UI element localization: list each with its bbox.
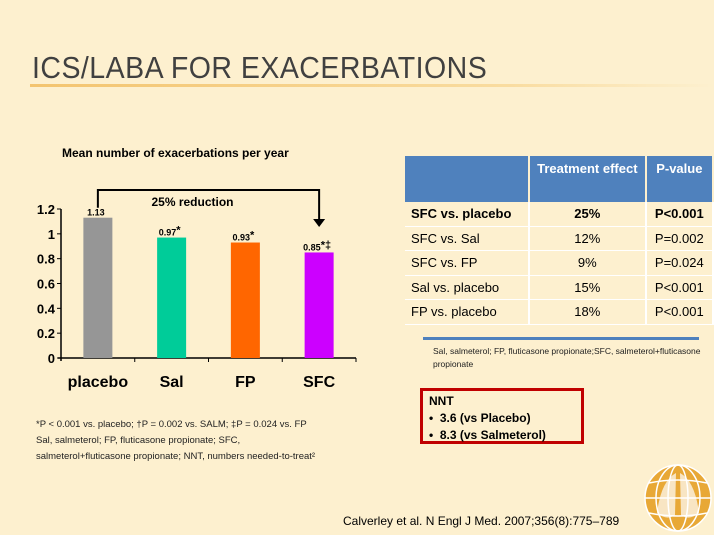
header-blank (405, 156, 530, 202)
row-label: SFC vs. Sal (405, 226, 530, 251)
nnt-item: • 8.3 (vs Salmeterol) (429, 428, 546, 442)
chart-title: Mean number of exacerbations per year (62, 146, 289, 160)
p-value-cell: P=0.024 (645, 250, 714, 276)
table-row: SFC vs. Sal 12% P=0.002 (405, 226, 714, 251)
y-tick-label: 1 (48, 227, 55, 242)
gold-logo-icon (644, 464, 712, 532)
row-label: FP vs. placebo (405, 299, 530, 325)
x-tick-label: Sal (160, 374, 184, 391)
row-label: SFC vs. FP (405, 250, 530, 276)
y-tick-label: 0.2 (37, 326, 55, 341)
treatment-effect-cell: 25% (529, 202, 647, 227)
x-tick-label: FP (235, 374, 256, 391)
data-label-value: 0.85 (303, 242, 321, 252)
p-value-cell: P<0.001 (645, 202, 714, 227)
nnt-item-text: 3.6 (vs Placebo) (439, 411, 531, 425)
nnt-item-text: 8.3 (vs Salmeterol) (439, 428, 546, 442)
reduction-bracket (96, 189, 321, 221)
header-p-value: P-value (645, 156, 714, 202)
table-note: Sal, salmeterol; FP, fluticasone propion… (433, 346, 701, 369)
citation: Calverley et al. N Engl J Med. 2007;356(… (343, 514, 620, 528)
p-value-cell: P=0.002 (645, 226, 714, 251)
y-tick-label: 0 (48, 351, 55, 366)
footnote-line: Sal, salmeterol; FP, fluticasone propion… (36, 435, 241, 446)
x-tick-label: SFC (303, 374, 335, 391)
y-tick-label: 0.6 (37, 277, 55, 292)
p-value-cell: P<0.001 (645, 275, 714, 300)
header-treatment-effect: Treatment effect (529, 156, 647, 202)
row-label: Sal vs. placebo (405, 275, 530, 300)
table-divider (423, 337, 699, 340)
row-label: SFC vs. placebo (405, 202, 530, 227)
data-label: 0.93* (232, 230, 255, 243)
nnt-box: NNT • 3.6 (vs Placebo) • 8.3 (vs Salmete… (420, 388, 584, 444)
significance-mark: * (250, 230, 255, 242)
treatment-table: Treatment effect P-value SFC vs. placebo… (405, 156, 714, 325)
treatment-effect-cell: 15% (529, 275, 647, 300)
y-tick-label: 0.8 (37, 252, 55, 267)
bar-sal (157, 237, 187, 358)
table-row: Sal vs. placebo 15% P<0.001 (405, 275, 714, 300)
bar-fp (230, 242, 260, 358)
bar-placebo (83, 217, 113, 358)
x-tick-label: placebo (68, 374, 129, 391)
p-value-cell: P<0.001 (645, 299, 714, 325)
footnote-line: salmeterol+fluticasone propionate; NNT, … (36, 451, 316, 462)
data-label-value: 0.93 (232, 233, 250, 243)
table-row: SFC vs. placebo 25% P<0.001 (405, 202, 714, 227)
data-label: 0.97* (159, 225, 182, 238)
significance-mark: *‡ (321, 239, 331, 251)
treatment-effect-cell: 18% (529, 299, 647, 325)
reduction-annotation: 25% reduction (151, 195, 233, 209)
data-label-value: 1.13 (87, 208, 105, 218)
footnotes: *P < 0.001 vs. placebo; †P = 0.002 vs. S… (36, 417, 315, 465)
nnt-heading: NNT (429, 394, 454, 408)
nnt-item: • 3.6 (vs Placebo) (429, 411, 531, 425)
arrow-down-icon (313, 219, 326, 227)
footnote-line: *P < 0.001 vs. placebo; †P = 0.002 vs. S… (36, 419, 307, 430)
data-label: 1.13 (87, 208, 105, 218)
data-label: 0.85*‡ (303, 239, 331, 252)
table-row: SFC vs. FP 9% P=0.024 (405, 250, 714, 276)
slide-title: ICS/LABA FOR EXACERBATIONS (32, 50, 488, 85)
table-row: FP vs. placebo 18% P<0.001 (405, 299, 714, 325)
y-tick-label: 0.4 (37, 301, 56, 316)
treatment-effect-cell: 9% (529, 250, 647, 276)
bar-sfc (304, 252, 334, 358)
significance-mark: * (176, 225, 181, 237)
treatment-effect-cell: 12% (529, 226, 647, 251)
bar-chart: 00.20.40.60.811.2placebo1.13Sal0.97*FP0.… (37, 189, 357, 391)
y-tick-label: 1.2 (37, 202, 55, 217)
title-underline (30, 84, 714, 87)
data-label-value: 0.97 (159, 228, 177, 238)
